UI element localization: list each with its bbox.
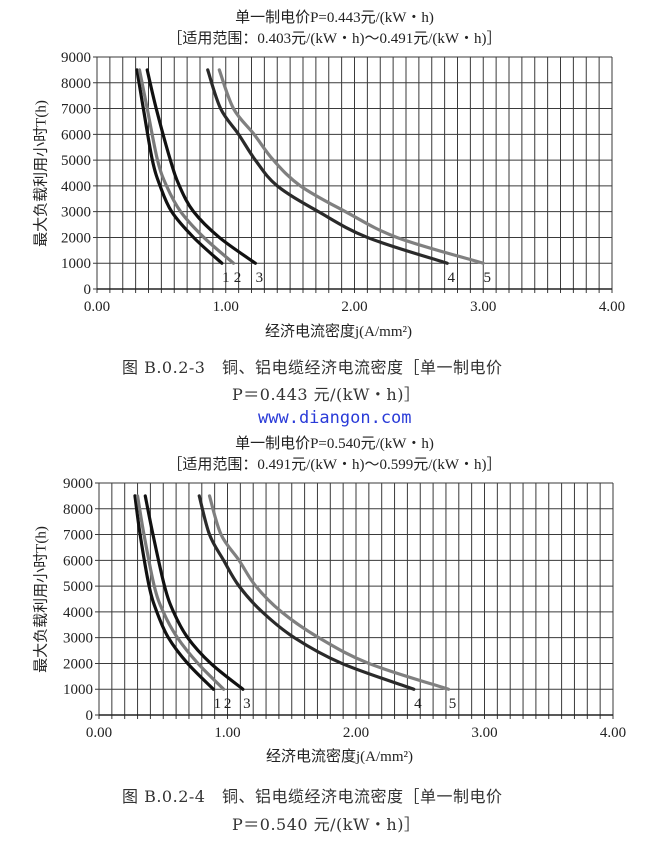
- chart1-caption-line1: 图 B.0.2-3 铜、铝电缆经济电流密度［单一制电价: [122, 358, 503, 377]
- chart2-caption-line2: P＝0.540 元/(kW・h)］: [232, 815, 421, 834]
- y-tick-label: 1000: [61, 256, 91, 272]
- y-tick-label: 8000: [61, 76, 91, 92]
- series-label-3: 3: [243, 696, 251, 712]
- y-tick-label: 7000: [63, 528, 93, 544]
- series-label-1: 1: [222, 270, 230, 286]
- y-tick-label: 6000: [63, 553, 93, 569]
- series-label-5: 5: [449, 696, 457, 712]
- x-tick-label: 4.00: [600, 725, 626, 741]
- grid: [93, 56, 613, 293]
- series-line-5: [217, 68, 485, 265]
- x-tick-label: 4.00: [599, 299, 625, 315]
- y-tick-label: 6000: [61, 127, 91, 143]
- chart1-subtitle: ［适用范围：0.403元/(kW・h)～0.491元/(kW・h)］: [167, 31, 502, 47]
- x-tick-label: 3.00: [470, 299, 496, 315]
- series-label-1: 1: [214, 696, 222, 712]
- y-tick-label: 3000: [61, 205, 91, 221]
- y-tick-label: 4000: [61, 179, 91, 195]
- chart1-caption-line2: P＝0.443 元/(kW・h)］: [232, 385, 421, 404]
- chart1-xlabel: 经济电流密度j(A/mm²): [265, 324, 412, 340]
- series-line-3: [143, 494, 245, 691]
- series-line-1: [133, 494, 215, 691]
- chart2-caption-line1: 图 B.0.2-4 铜、铝电缆经济电流密度［单一制电价: [122, 787, 503, 806]
- watermark: www.diangon.com: [258, 408, 412, 428]
- series-line-1: [135, 68, 224, 265]
- y-tick-label: 5000: [61, 153, 91, 169]
- series-label-4: 4: [447, 270, 455, 286]
- series-line-4: [197, 494, 416, 691]
- series-line-2: [135, 494, 226, 691]
- y-tick-label: 3000: [63, 631, 93, 647]
- series-line-4: [206, 68, 449, 265]
- series-line-5: [207, 494, 451, 691]
- series-label-2: 2: [224, 696, 232, 712]
- series-line-3: [145, 68, 257, 265]
- y-tick-label: 9000: [61, 50, 91, 66]
- x-tick-label: 0.00: [84, 299, 110, 315]
- y-tick-label: 1000: [63, 682, 93, 698]
- chart1-title: 单一制电价P=0.443元/(kW・h): [235, 10, 434, 26]
- chart2-title: 单一制电价P=0.540元/(kW・h): [235, 436, 434, 452]
- x-tick-label: 3.00: [471, 725, 497, 741]
- y-tick-label: 0: [84, 282, 92, 298]
- series-label-4: 4: [414, 696, 422, 712]
- x-tick-label: 2.00: [343, 725, 369, 741]
- chart2-xlabel: 经济电流密度j(A/mm²): [266, 749, 413, 765]
- y-tick-label: 2000: [63, 656, 93, 672]
- y-tick-label: 8000: [63, 502, 93, 518]
- series-line-2: [137, 68, 236, 265]
- y-tick-label: 2000: [61, 230, 91, 246]
- x-tick-label: 1.00: [214, 725, 240, 741]
- x-tick-label: 0.00: [86, 725, 112, 741]
- series-label-2: 2: [234, 270, 242, 286]
- y-tick-label: 5000: [63, 579, 93, 595]
- x-tick-label: 1.00: [213, 299, 239, 315]
- x-tick-label: 2.00: [341, 299, 367, 315]
- y-tick-label: 0: [86, 708, 94, 724]
- y-tick-label: 9000: [63, 476, 93, 492]
- y-tick-label: 7000: [61, 102, 91, 118]
- chart2-subtitle: ［适用范围：0.491元/(kW・h)～0.599元/(kW・h)］: [167, 457, 502, 473]
- series-label-3: 3: [256, 270, 264, 286]
- series-label-5: 5: [484, 270, 492, 286]
- y-tick-label: 4000: [63, 605, 93, 621]
- grid: [95, 482, 614, 719]
